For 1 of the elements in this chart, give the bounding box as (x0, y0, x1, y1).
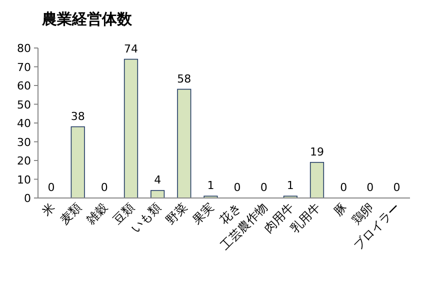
title: 農業経営体数 (42, 10, 132, 28)
